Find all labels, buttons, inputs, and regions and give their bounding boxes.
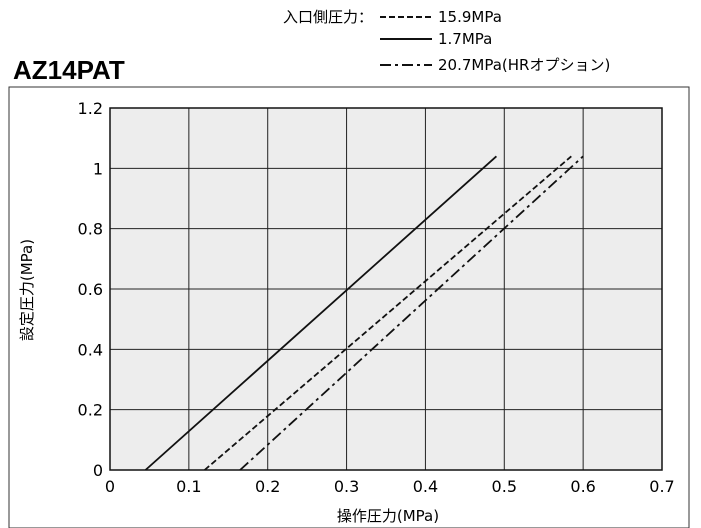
y-tick-label: 0.2 bbox=[78, 401, 103, 420]
x-tick-label: 0.4 bbox=[413, 477, 438, 496]
plot-border bbox=[109, 107, 663, 471]
series-layer bbox=[144, 155, 584, 471]
x-tick-label: 0.6 bbox=[570, 477, 595, 496]
legend-entry: 20.7MPa(HRオプション) bbox=[438, 56, 610, 74]
x-tick-label: 0.1 bbox=[176, 477, 201, 496]
x-tick-label: 0.5 bbox=[492, 477, 517, 496]
legend-entry: 15.9MPa bbox=[438, 8, 502, 26]
legend-entry: 1.7MPa bbox=[438, 30, 492, 48]
x-tick-label: 0.3 bbox=[334, 477, 359, 496]
y-tick-label: 0.6 bbox=[78, 280, 103, 299]
series-line bbox=[144, 155, 497, 471]
x-tick-label: 0.2 bbox=[255, 477, 280, 496]
x-axis-label: 操作圧力(MPa) bbox=[337, 507, 439, 525]
y-tick-label: 0.8 bbox=[78, 220, 103, 239]
x-tick-label: 0.7 bbox=[649, 477, 674, 496]
chart-title: AZ14PAT bbox=[13, 55, 125, 85]
y-axis-ticks: 0 0.2 0.4 0.6 0.8 1 1.2 bbox=[78, 99, 103, 480]
x-tick-label: 0 bbox=[105, 477, 115, 496]
y-tick-label: 1.2 bbox=[78, 99, 103, 118]
y-axis-label: 設定圧力(MPa) bbox=[18, 239, 36, 341]
y-tick-label: 0.4 bbox=[78, 340, 103, 359]
legend-title: 入口側圧力： bbox=[283, 8, 373, 26]
x-axis-ticks: 0 0.1 0.2 0.3 0.4 0.5 0.6 0.7 bbox=[105, 477, 675, 496]
y-tick-label: 0 bbox=[93, 461, 103, 480]
y-tick-label: 1 bbox=[93, 159, 103, 178]
legend: 15.9MPa 1.7MPa 20.7MPa(HRオプション) bbox=[380, 8, 610, 74]
